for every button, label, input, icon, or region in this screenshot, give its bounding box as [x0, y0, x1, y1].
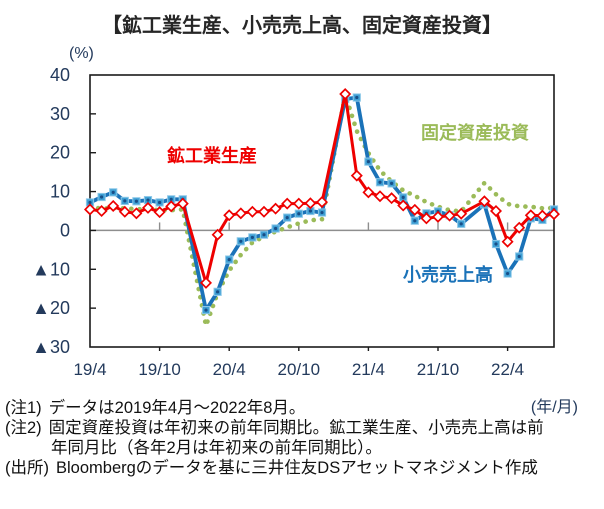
- svg-text:▲20: ▲20: [32, 298, 70, 318]
- note-1: (注1) データは2019年4月～2022年8月。: [5, 398, 550, 418]
- y-axis-unit-label: (%): [69, 45, 94, 62]
- note-2: (注2) 固定資産投資は年初来の前年同期比。鉱工業生産、小売売上高は前年同月比（各…: [5, 418, 550, 458]
- svg-text:20/10: 20/10: [278, 360, 321, 379]
- note-1-label: (注1): [5, 399, 42, 417]
- svg-text:20/4: 20/4: [213, 360, 246, 379]
- svg-text:30: 30: [50, 104, 70, 124]
- chart-title: 【鉱工業生産、小売売上高、固定資産投資】: [102, 15, 502, 37]
- note-2-label: (注2): [5, 419, 42, 437]
- svg-text:22/4: 22/4: [491, 360, 524, 379]
- note-2-text: 固定資産投資は年初来の前年同期比。鉱工業生産、小売売上高は前年同月比（各年2月は…: [48, 419, 544, 457]
- note-1-text: データは2019年4月～2022年8月。: [48, 399, 306, 417]
- svg-text:21/10: 21/10: [417, 360, 460, 379]
- footnotes: (注1) データは2019年4月～2022年8月。 (注2) 固定資産投資は年初来の…: [5, 398, 550, 478]
- svg-text:21/4: 21/4: [352, 360, 385, 379]
- x-axis-unit-label: (年/月): [530, 399, 578, 416]
- source-note-text: Bloombergのデータを基に三井住友DSアセットマネジメント作成: [56, 459, 538, 477]
- series-label-retail-sales: 小売売上高: [403, 265, 493, 285]
- svg-text:▲10: ▲10: [32, 259, 70, 279]
- source-note-label: (出所): [5, 459, 49, 477]
- svg-text:▲30: ▲30: [32, 337, 70, 357]
- svg-text:0: 0: [60, 220, 70, 240]
- svg-text:19/4: 19/4: [73, 360, 106, 379]
- svg-text:40: 40: [50, 65, 70, 85]
- source-note: (出所) Bloombergのデータを基に三井住友DSアセットマネジメント作成: [5, 458, 550, 478]
- svg-text:20: 20: [50, 143, 70, 163]
- series-label-fixed-asset-investment: 固定資産投資: [421, 123, 529, 143]
- series-label-industrial-production: 鉱工業生産: [167, 146, 257, 166]
- svg-text:10: 10: [50, 182, 70, 202]
- svg-text:19/10: 19/10: [138, 360, 181, 379]
